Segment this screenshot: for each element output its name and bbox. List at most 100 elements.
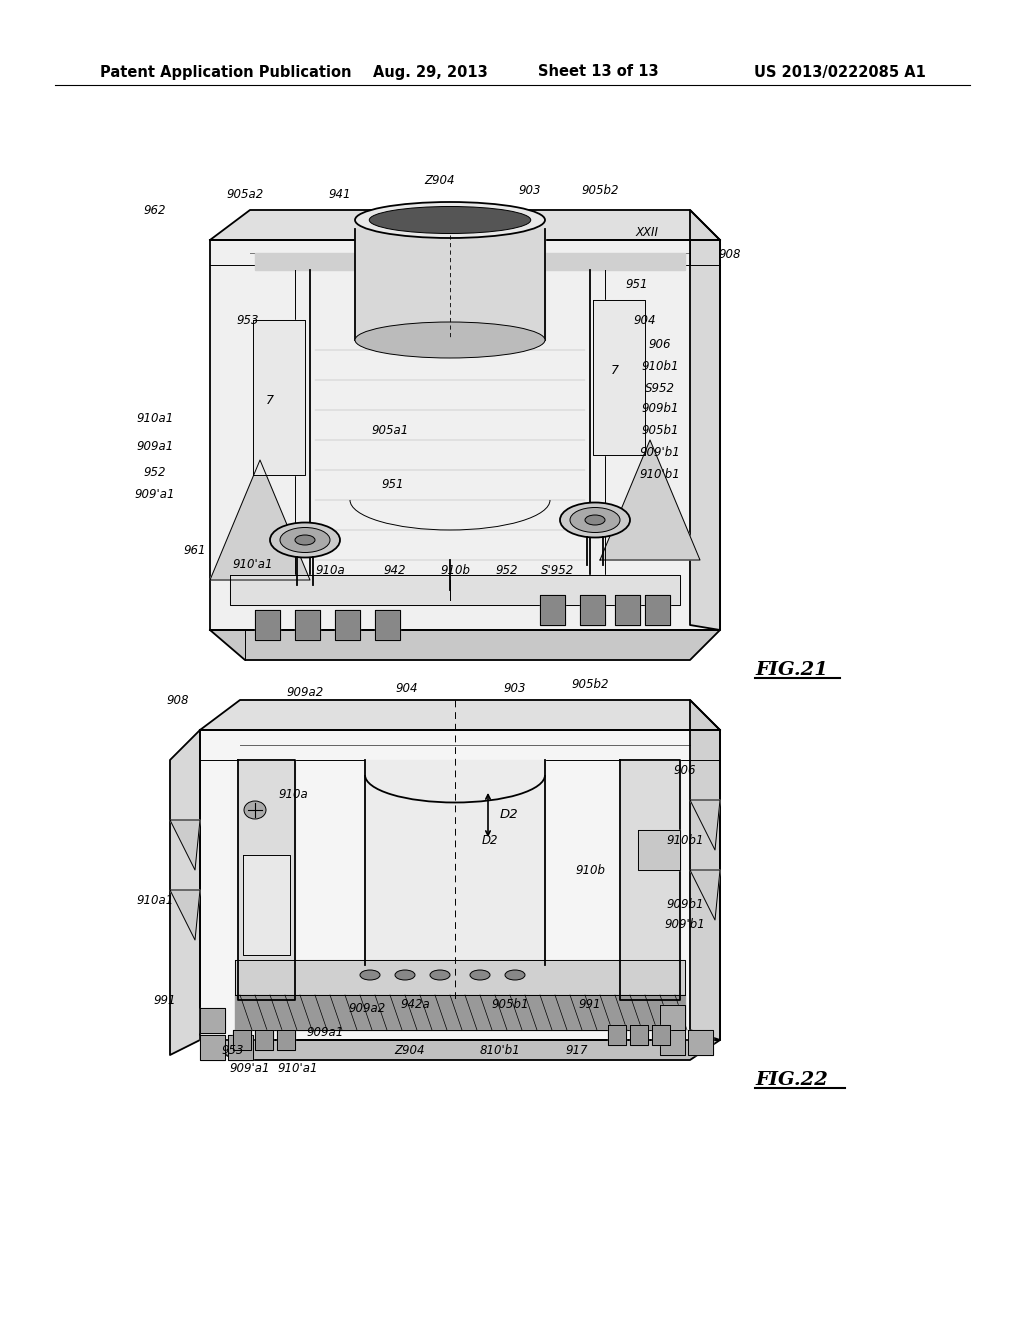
Text: 905b1: 905b1	[641, 424, 679, 437]
Polygon shape	[170, 890, 200, 940]
Polygon shape	[645, 595, 670, 624]
Text: 953: 953	[237, 314, 259, 326]
Polygon shape	[238, 760, 295, 1001]
Text: 908: 908	[719, 248, 741, 261]
Ellipse shape	[395, 970, 415, 979]
Text: S952: S952	[645, 381, 675, 395]
Text: 904: 904	[634, 314, 656, 326]
Text: 7: 7	[611, 363, 618, 376]
Polygon shape	[690, 700, 720, 1040]
Text: 952: 952	[143, 466, 166, 479]
Polygon shape	[600, 440, 700, 560]
Ellipse shape	[370, 206, 530, 234]
Ellipse shape	[355, 202, 545, 238]
Text: Z904: Z904	[394, 1044, 425, 1056]
Text: 910a: 910a	[315, 564, 345, 577]
Polygon shape	[638, 830, 680, 870]
Polygon shape	[295, 610, 319, 640]
Text: 910'a1: 910'a1	[278, 1061, 318, 1074]
Ellipse shape	[355, 322, 545, 358]
Polygon shape	[234, 995, 685, 1030]
Text: D2: D2	[481, 833, 499, 846]
Text: XXII: XXII	[636, 227, 658, 239]
Polygon shape	[255, 253, 685, 271]
Text: 991: 991	[154, 994, 176, 1006]
Text: 909'b1: 909'b1	[640, 446, 680, 458]
Text: 910b1: 910b1	[667, 833, 703, 846]
Polygon shape	[243, 855, 290, 954]
Polygon shape	[230, 576, 680, 605]
Text: 903: 903	[504, 681, 526, 694]
Polygon shape	[615, 595, 640, 624]
Text: 905a2: 905a2	[226, 189, 263, 202]
Text: 941: 941	[329, 189, 351, 202]
Text: 961: 961	[183, 544, 206, 557]
Polygon shape	[335, 610, 360, 640]
Text: 909a1: 909a1	[306, 1026, 344, 1039]
Polygon shape	[200, 700, 720, 730]
Text: Z904: Z904	[425, 173, 456, 186]
Polygon shape	[233, 1030, 251, 1049]
Text: 910a1: 910a1	[136, 412, 174, 425]
Polygon shape	[200, 730, 720, 1040]
Polygon shape	[593, 300, 645, 455]
Polygon shape	[608, 1026, 626, 1045]
Polygon shape	[170, 820, 200, 870]
Text: 909b1: 909b1	[667, 899, 703, 912]
Polygon shape	[210, 210, 720, 240]
Text: 810'b1: 810'b1	[479, 1044, 520, 1056]
Polygon shape	[690, 210, 720, 630]
Text: D2: D2	[500, 808, 518, 821]
Polygon shape	[228, 1035, 253, 1060]
Polygon shape	[200, 1040, 720, 1060]
Polygon shape	[255, 1030, 273, 1049]
Text: 7: 7	[266, 393, 274, 407]
Polygon shape	[278, 1030, 295, 1049]
Text: 910'b1: 910'b1	[640, 469, 680, 482]
Polygon shape	[660, 1030, 685, 1055]
Text: 910'a1: 910'a1	[232, 558, 273, 572]
Text: 908: 908	[167, 693, 189, 706]
Text: 953: 953	[222, 1044, 245, 1056]
Text: 951: 951	[626, 279, 648, 292]
Text: 910b: 910b	[440, 564, 470, 577]
Polygon shape	[580, 595, 605, 624]
Polygon shape	[200, 1008, 225, 1034]
Text: 903: 903	[519, 183, 542, 197]
Text: 904: 904	[395, 681, 418, 694]
Ellipse shape	[470, 970, 490, 979]
Text: 910a: 910a	[279, 788, 308, 801]
Polygon shape	[690, 800, 720, 850]
Polygon shape	[355, 228, 545, 341]
Text: 905b1: 905b1	[492, 998, 528, 1011]
Polygon shape	[234, 960, 685, 995]
Text: 910b1: 910b1	[641, 360, 679, 374]
Text: 905b2: 905b2	[582, 183, 618, 197]
Text: 910a1: 910a1	[136, 894, 174, 907]
Text: 952: 952	[496, 564, 518, 577]
Text: 909a2: 909a2	[287, 686, 324, 700]
Ellipse shape	[360, 970, 380, 979]
Polygon shape	[660, 1005, 685, 1030]
Text: FIG.22: FIG.22	[755, 1071, 827, 1089]
Polygon shape	[540, 595, 565, 624]
Polygon shape	[210, 240, 720, 630]
Polygon shape	[688, 1030, 713, 1055]
Text: 909'a1: 909'a1	[135, 488, 175, 502]
Text: Sheet 13 of 13: Sheet 13 of 13	[538, 65, 658, 79]
Ellipse shape	[244, 801, 266, 818]
Polygon shape	[620, 760, 680, 1001]
Text: 910b: 910b	[575, 863, 605, 876]
Text: 962: 962	[143, 203, 166, 216]
Polygon shape	[170, 730, 200, 1055]
Ellipse shape	[280, 528, 330, 553]
Polygon shape	[200, 1035, 225, 1060]
Text: 909a1: 909a1	[136, 441, 174, 454]
Polygon shape	[253, 319, 305, 475]
Text: 905b2: 905b2	[571, 678, 608, 692]
Text: S'952: S'952	[542, 564, 574, 577]
Ellipse shape	[430, 970, 450, 979]
Text: 909'b1: 909'b1	[665, 919, 706, 932]
Text: 909a2: 909a2	[348, 1002, 386, 1015]
Polygon shape	[690, 870, 720, 920]
